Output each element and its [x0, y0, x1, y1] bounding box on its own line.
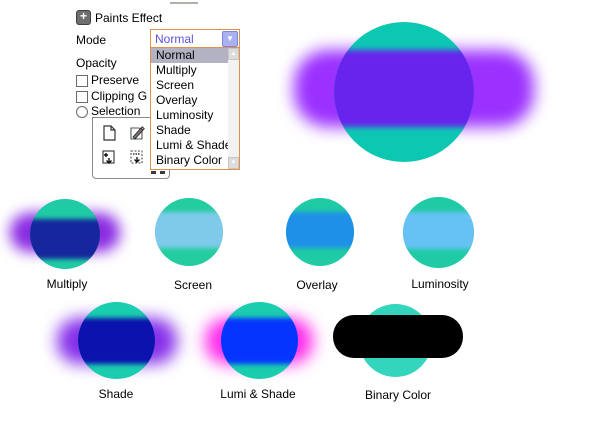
clipping-label: Clipping G [91, 89, 148, 103]
demo-binary-color [325, 298, 475, 386]
clipping-checkbox[interactable] [76, 91, 88, 103]
combobox-dropdown-icon[interactable]: ▼ [222, 31, 238, 47]
demo-lumi-shade-circle [221, 302, 298, 379]
demo-lumi-shade-overlap [221, 318, 298, 364]
demo-luminosity-circle [403, 197, 474, 268]
edit-pen-icon[interactable] [128, 124, 146, 142]
demo-overlay-circle [286, 198, 354, 266]
dropdown-item-overlay[interactable]: Overlay [156, 93, 198, 107]
label-screen: Screen [173, 278, 213, 292]
demo-normal [288, 14, 540, 166]
demo-shade-circle [78, 302, 155, 379]
demo-multiply [5, 192, 140, 277]
mode-combobox[interactable]: Normal ▼ [150, 29, 240, 49]
panel-title: Paints Effect [95, 11, 163, 25]
label-lumi-shade: Lumi & Shade [220, 387, 296, 401]
scroll-up-icon[interactable]: ▲ [228, 48, 239, 60]
scroll-down-icon[interactable]: ▼ [228, 157, 239, 169]
demo-luminosity [403, 197, 474, 268]
new-layer-icon[interactable] [100, 149, 118, 167]
demo-lumi-shade [195, 298, 335, 386]
demo-normal-overlap [334, 50, 474, 127]
demo-overlay-overlap [286, 212, 354, 248]
mode-dropdown-list: Normal Multiply Screen Overlay Luminosit… [150, 47, 240, 170]
dropdown-item-normal[interactable]: Normal [151, 48, 239, 63]
cropped-divider-line [170, 2, 198, 4]
dropdown-item-shade[interactable]: Shade [156, 123, 191, 137]
clipped-content-fragment [151, 171, 156, 174]
demo-multiply-overlap [30, 219, 100, 259]
demo-screen-circle [155, 198, 223, 266]
demo-shade-overlap [78, 318, 155, 364]
label-multiply: Multiply [46, 277, 88, 291]
demo-normal-circle [334, 22, 474, 162]
label-overlay: Overlay [296, 278, 338, 292]
preserve-label: Preserve [91, 73, 140, 87]
selection-radio[interactable] [76, 106, 88, 118]
dropdown-item-multiply[interactable]: Multiply [156, 63, 197, 77]
label-shade: Shade [98, 387, 134, 401]
selection-label: Selection [91, 104, 141, 118]
preserve-checkbox[interactable] [76, 75, 88, 87]
opacity-label: Opacity [76, 56, 117, 70]
demo-screen-overlap [155, 212, 223, 248]
demo-binary-stroke [333, 315, 463, 358]
demo-shade [50, 298, 190, 386]
mode-label: Mode [76, 33, 107, 47]
label-binary-color: Binary Color [364, 388, 432, 402]
new-page-icon[interactable] [100, 124, 118, 142]
dropdown-item-luminosity[interactable]: Luminosity [156, 108, 214, 122]
clipped-content-fragment [160, 171, 165, 174]
demo-screen [155, 198, 223, 266]
transfer-layer-icon[interactable] [128, 149, 146, 167]
dropdown-item-lumi-shade[interactable]: Lumi & Shade [156, 138, 232, 152]
demo-overlay [286, 198, 354, 266]
dropdown-scrollbar[interactable]: ▲ ▼ [228, 48, 239, 169]
demo-multiply-circle [30, 199, 100, 269]
mode-combobox-value: Normal [155, 32, 194, 46]
label-luminosity: Luminosity [411, 277, 469, 291]
dropdown-item-screen[interactable]: Screen [156, 78, 195, 92]
dropdown-item-binary-color[interactable]: Binary Color [156, 153, 223, 167]
demo-luminosity-overlap [403, 212, 474, 249]
plus-expander-icon[interactable]: + [76, 10, 91, 25]
